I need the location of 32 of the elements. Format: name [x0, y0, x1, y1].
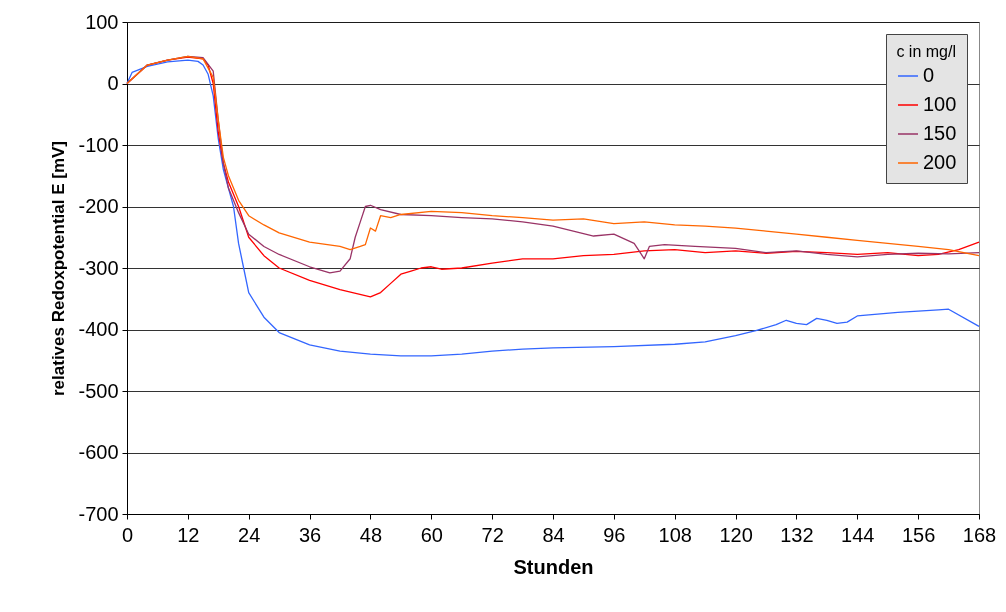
legend-label: 0 — [923, 64, 935, 86]
y-tick-label: -400 — [78, 318, 119, 340]
y-tick-label: -100 — [78, 133, 119, 156]
x-tick-label: 96 — [603, 523, 626, 546]
x-tick-label: 24 — [238, 523, 261, 546]
x-tick-label: 84 — [542, 523, 565, 546]
legend-title: c in mg/l — [896, 43, 956, 60]
y-tick-label: -600 — [78, 441, 119, 463]
x-tick-label: 36 — [298, 523, 322, 546]
y-tick-label: 0 — [107, 72, 119, 94]
y-tick-label: 100 — [85, 10, 119, 33]
y-tick-label: -200 — [78, 195, 119, 217]
y-axis-title: relatives Redoxpotential E [mV] — [49, 140, 69, 397]
x-tick-label: 120 — [719, 523, 753, 546]
x-tick-label: 72 — [481, 523, 504, 546]
legend-label: 100 — [923, 93, 957, 115]
y-tick-label: -300 — [78, 256, 119, 279]
x-tick-label: 144 — [841, 523, 875, 546]
y-tick-label: -500 — [78, 379, 119, 402]
x-tick-label: 156 — [901, 523, 936, 546]
x-tick-label: 0 — [121, 523, 134, 546]
legend-label: 200 — [923, 151, 957, 173]
x-tick-label: 12 — [177, 523, 200, 546]
x-tick-label: 60 — [420, 523, 443, 546]
x-tick-label: 168 — [962, 523, 997, 546]
y-tick-label: -700 — [78, 502, 119, 525]
x-tick-label: 132 — [780, 523, 814, 546]
line-series — [126, 59, 980, 357]
x-tick-label: 48 — [359, 523, 383, 546]
x-axis-title: Stunden — [513, 555, 594, 578]
legend-label: 150 — [923, 122, 957, 144]
x-tick-label: 108 — [658, 523, 692, 546]
